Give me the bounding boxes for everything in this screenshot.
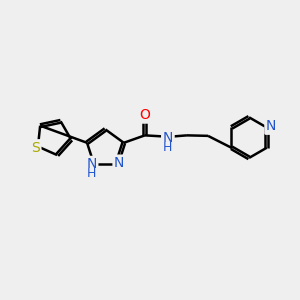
Text: N: N (163, 131, 173, 145)
Text: N: N (86, 158, 97, 171)
Text: H: H (163, 140, 172, 154)
Text: H: H (87, 167, 96, 180)
Text: N: N (114, 156, 124, 170)
Text: O: O (140, 108, 150, 122)
Text: S: S (31, 141, 40, 155)
Text: N: N (266, 119, 276, 133)
